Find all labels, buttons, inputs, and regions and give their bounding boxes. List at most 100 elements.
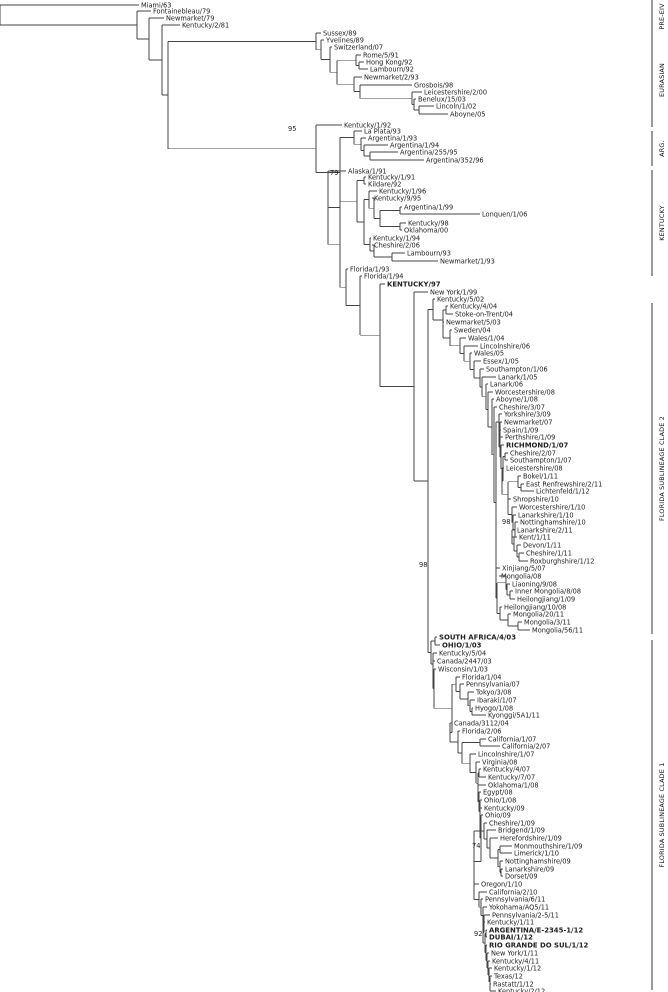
leaf-label-riogrande112: RIO GRANDE DO SUL/1/12 (489, 941, 589, 949)
leaf-label-perthshire109: Perthshire/1/09 (505, 433, 555, 441)
leaf-label-leicestershire08: Leicestershire/08 (506, 464, 563, 472)
leaf-label-herefordshire109: Herefordshire/1/09 (500, 834, 562, 842)
clade-annotations: PRE-EIV EURASIAN ARG. KENTUCKY FLORIDA SUBLI… (651, 0, 666, 990)
leaf-label-lanarkshire110: Lanarkshire/1/10 (518, 511, 574, 519)
leaf-label-argentina193: Argentina/1/93 (368, 134, 417, 142)
clade-label-fc2: FLORIDA SUBLINEAGE CLADE 2 (658, 416, 666, 521)
clade-label-fc1: FLORIDA SUBLINEAGE CLADE 1 (658, 762, 666, 867)
leaf-label-innermongolia808: Inner Mongolia/8/08 (515, 587, 581, 595)
clade-label-eurasian: EURASIAN (658, 63, 666, 97)
leaf-label-kentucky191: Kentucky/1/91 (368, 173, 415, 181)
support-value-s74: 74 (472, 842, 480, 850)
support-value-s98a: 98 (419, 561, 427, 569)
leaf-label-ibaraki107: Ibaraki/1/07 (477, 696, 517, 704)
leaf-label-pennsylvania611: Pennsylvania/6/11 (485, 895, 545, 903)
leaf-label-xinjiang507: Xinjiang/5/07 (502, 564, 546, 572)
leaf-label-dorset09: Dorset/09 (505, 872, 538, 880)
support-value-s79: 79 (330, 169, 338, 177)
leaf-label-kentucky212: Kentucky/2/12 (498, 987, 545, 992)
support-values: 95 79 98 98 74 92 (288, 125, 510, 938)
leaf-label-devon111: Devon/1/11 (523, 541, 561, 549)
leaf-label-kentucky97: KENTUCKY/97 (387, 280, 441, 288)
leaf-label-mongolia2011: Mongolia/20/11 (513, 610, 564, 618)
leaf-label-fontainebleau79: Fontainebleau/79 (153, 7, 210, 15)
leaf-label-newyork111: New York/1/11 (491, 949, 538, 957)
leaf-label-lanark105: Lanark/1/05 (498, 373, 538, 381)
leaf-label-switzerland07: Switzerland/07 (334, 43, 383, 51)
leaf-label-mongolia08: Mongolia/08 (501, 572, 541, 580)
leaf-label-florida104: Florida/1/04 (462, 673, 501, 681)
clade-label-pre-eiv: PRE-EIV (658, 3, 666, 30)
support-value-s98b: 98 (502, 518, 510, 526)
leaf-label-canada311204: Canada/3112/04 (454, 719, 509, 727)
leaf-label-newmarket193: Newmarket/1/93 (440, 257, 495, 265)
leaf-label-newyork199: New York/1/99 (430, 288, 477, 296)
leaf-label-kentucky707: Kentucky/7/07 (488, 773, 535, 781)
support-value-s92: 92 (474, 930, 482, 938)
leaf-label-wales104: Wales/1/04 (468, 334, 505, 342)
leaf-label-benelux1503: Benelux/15/03 (418, 95, 466, 103)
leaf-label-shropshire10: Shropshire/10 (513, 495, 559, 503)
leaf-label-aboyne05: Aboyne/05 (450, 110, 485, 118)
leaf-label-cheshire307: Cheshire/3/07 (499, 403, 545, 411)
leaf-label-kentucky411: Kentucky/4/11 (492, 957, 539, 965)
leaf-label-kentucky281: Kentucky/2/81 (182, 21, 229, 29)
leaf-label-cheshire109: Cheshire/1/09 (489, 819, 535, 827)
leaf-label-argentina25595: Argentina/255/95 (400, 148, 458, 156)
leaf-label-kent111: Kent/1/11 (519, 533, 551, 541)
leaf-label-lincoln102: Lincoln/1/02 (436, 102, 476, 110)
leaf-label-sussex89: Sussex/89 (323, 29, 357, 37)
leaf-label-miami63: Miami/63 (141, 1, 171, 9)
leaf-label-argentina199: Argentina/1/99 (404, 203, 453, 211)
leaf-label-mongolia311: Mongolia/3/11 (524, 618, 571, 626)
leaf-label-lincolnshire06: Lincolnshire/06 (480, 342, 530, 350)
leaf-label-alaska191: Alaska/1/91 (348, 167, 387, 175)
leaf-label-aboyne108: Aboyne/1/08 (496, 395, 538, 403)
leaf-label-kentucky98: Kentucky/98 (408, 219, 449, 227)
leaf-label-laplata93: La Plata/93 (364, 127, 401, 135)
leaf-label-kyonggi5a111: Kyonggi/5A1/11 (488, 711, 540, 719)
leaf-label-kentucky09: Kentucky/09 (484, 804, 525, 812)
leaf-label-california207: California/2/07 (502, 742, 550, 750)
leaf-label-heilongjiang109: Heilongjiang/1/09 (517, 595, 575, 603)
support-value-s95: 95 (288, 125, 296, 133)
leaf-label-virginia08: Virginia/08 (482, 758, 517, 766)
leaf-label-california210: California/2/10 (489, 888, 537, 896)
leaf-label-lanarkshire09: Lanarkshire/09 (505, 865, 554, 873)
leaf-label-ohio09: Ohio/09 (485, 811, 511, 819)
leaf-label-lincolnshire107: Lincolnshire/1/07 (478, 750, 534, 758)
leaf-label-lambourn92: Lambourn/92 (370, 65, 414, 73)
leaf-label-yokohama: Yokohama/AQ5/11 (488, 903, 549, 911)
leaf-label-texas12: Texas/12 (493, 972, 523, 980)
leaf-label-newmarket07: Newmarket/07 (504, 418, 552, 426)
leaf-label-roxburghshire112: Roxburghshire/1/12 (530, 557, 594, 565)
leaf-label-lanarkshire211: Lanarkshire/2/11 (517, 526, 573, 534)
leaf-label-kildare92: Kildare/92 (368, 180, 401, 188)
leaf-label-egypt08: Egypt/08 (483, 788, 513, 796)
leaf-label-lambourn93: Lambourn/93 (407, 249, 451, 257)
leaf-label-leicestershire200: Leicestershire/2/00 (424, 88, 487, 96)
leaf-label-newmarket293: Newmarket/2/93 (364, 73, 419, 81)
leaf-label-kentucky196: Kentucky/1/96 (379, 187, 426, 195)
leaf-label-hyogo108: Hyogo/1/08 (475, 704, 513, 712)
leaf-label-yorkshire309: Yorkshire/3/09 (503, 410, 551, 418)
leaf-label-kentucky404: Kentucky/4/04 (450, 302, 497, 310)
leaf-label-lichtenfeld112: Lichtenfeld/1/12 (536, 487, 590, 495)
leaf-label-richmond107: RICHMOND/1/07 (506, 441, 569, 449)
leaf-label-kentucky192: Kentucky/1/92 (344, 121, 391, 129)
leaf-label-newmarket503: Newmarket/5/03 (446, 318, 501, 326)
leaf-label-southafrica403: SOUTH AFRICA/4/03 (439, 633, 516, 641)
leaf-label-argentina194: Argentina/1/94 (390, 141, 439, 149)
leaf-label-kentucky194: Kentucky/1/94 (373, 234, 420, 242)
leaf-label-bokel111: Bokel/1/11 (523, 472, 558, 480)
leaf-label-nottinghamshire10: Nottinghamshire/10 (520, 518, 586, 526)
leaf-label-florida206: Florida/2/06 (462, 727, 501, 735)
tree-branches (0, 4, 534, 992)
leaf-label-cheshire206: Cheshire/2/06 (374, 241, 420, 249)
leaf-label-argentinae2345: ARGENTINA/E-2345-1/12 (489, 926, 583, 934)
leaf-labels: Miami/63Fontainebleau/79Newmarket/79Kent… (141, 1, 602, 992)
leaf-label-dubai112: DUBAI/1/12 (489, 933, 533, 941)
leaf-label-oklahoma00: Oklahoma/00 (404, 226, 448, 234)
leaf-label-rome591: Rome/5/91 (363, 51, 399, 59)
